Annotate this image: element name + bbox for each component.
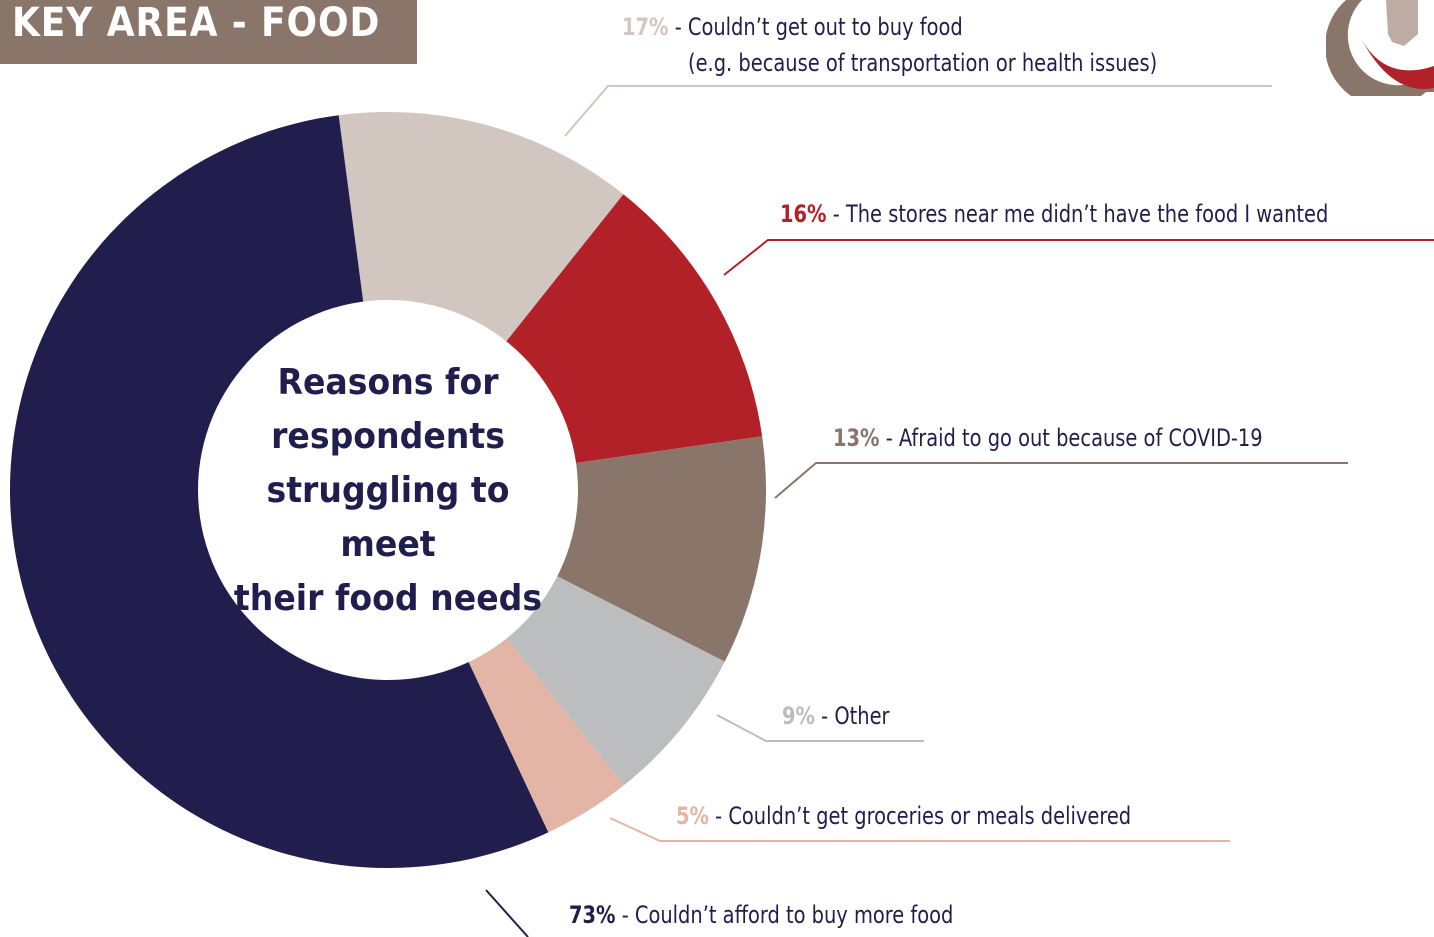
slice-label: 16% - The stores near me didn’t have the…: [780, 197, 1328, 231]
slice-description: - Couldn’t get out to buy food: [674, 13, 963, 41]
slice-label: 5% - Couldn’t get groceries or meals del…: [676, 799, 1131, 833]
slice-description: - The stores near me didn’t have the foo…: [832, 200, 1329, 228]
slice-label: 73% - Couldn’t afford to buy more food: [569, 898, 953, 932]
leader-line: [609, 817, 1230, 842]
leader-line: [485, 889, 529, 937]
slice-percent: 13%: [833, 424, 880, 452]
slice-description: - Couldn’t afford to buy more food: [621, 901, 954, 929]
slice-percent: 16%: [780, 200, 827, 228]
slice-description: - Other: [821, 702, 890, 730]
slice-percent: 5%: [676, 802, 709, 830]
slice-description: - Couldn’t get groceries or meals delive…: [715, 802, 1132, 830]
chart-title-line: struggling to meet: [266, 470, 510, 565]
leader-line: [564, 85, 1272, 137]
slice-percent: 9%: [782, 702, 815, 730]
leader-line: [774, 462, 1348, 499]
header-tab: KEY AREA - FOOD: [0, 0, 417, 64]
chart-title: Reasons for respondents struggling to me…: [227, 356, 549, 626]
chart-title-line: their food needs: [233, 578, 543, 619]
slice-percent: 73%: [569, 901, 616, 929]
slice-percent: 17%: [622, 13, 669, 41]
header-title: KEY AREA - FOOD: [12, 0, 381, 46]
slice-description: - Afraid to go out because of COVID-19: [885, 424, 1263, 452]
slice-label-continuation: (e.g. because of transportation or healt…: [688, 49, 1158, 77]
leader-line: [723, 239, 1434, 276]
leader-line: [716, 714, 924, 742]
chart-title-line: respondents: [271, 416, 505, 457]
slice-label: 17% - Couldn’t get out to buy food: [622, 10, 963, 44]
slice-label: 13% - Afraid to go out because of COVID-…: [833, 421, 1263, 455]
slice-label: 9% - Other: [782, 699, 890, 733]
indiana-state-logo-icon: [1326, 0, 1434, 96]
chart-title-line: Reasons for: [277, 362, 499, 403]
donut-hole: [198, 300, 578, 680]
